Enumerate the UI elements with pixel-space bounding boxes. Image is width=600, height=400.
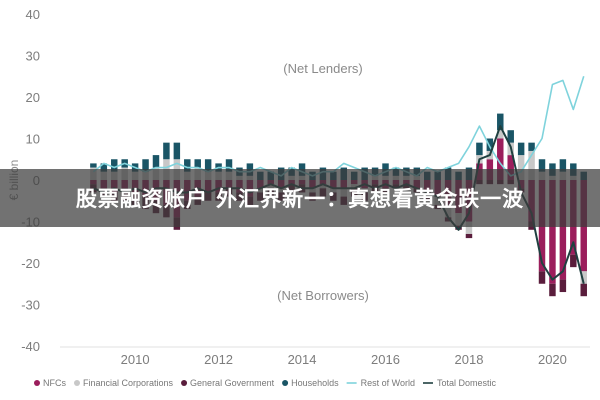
legend-swatch	[34, 380, 40, 386]
x-tick-label: 2020	[538, 352, 567, 367]
bar-households	[517, 142, 525, 156]
legend-label: Financial Corporations	[83, 378, 174, 388]
legend-label: Households	[291, 378, 339, 388]
legend-swatch	[181, 380, 188, 386]
bar-financial-corporations	[465, 221, 473, 234]
bar-financial-corporations	[580, 271, 587, 284]
legend-swatch	[282, 380, 289, 386]
headline-banner: 股票融资账户 外汇界新一：真想看黄金跌一波	[0, 169, 600, 227]
bar-general-government	[580, 283, 587, 297]
legend-label: Total Domestic	[437, 378, 497, 388]
bar-general-government	[559, 279, 567, 293]
x-tick-label: 2014	[288, 352, 317, 367]
x-tick-label: 2010	[121, 352, 150, 367]
bar-households	[486, 138, 494, 151]
legend-label: NFCs	[43, 378, 66, 388]
x-tick-label: 2016	[371, 352, 400, 367]
bar-households	[204, 159, 212, 172]
bar-households	[194, 159, 201, 168]
legend-swatch	[74, 380, 80, 386]
bar-households	[152, 155, 160, 168]
bar-general-government	[538, 271, 546, 284]
bar-general-government	[465, 233, 473, 239]
bar-nfcs	[559, 180, 567, 280]
bar-households	[225, 159, 233, 172]
y-tick-label: 10	[26, 132, 40, 147]
bar-general-government	[570, 254, 577, 268]
bar-households	[184, 159, 191, 172]
bar-nfcs	[507, 155, 514, 180]
x-tick-label: 2018	[455, 352, 484, 367]
bar-households	[90, 163, 97, 168]
bar-households	[559, 159, 567, 172]
legend: NFCs Financial Corporations General Govern…	[34, 378, 497, 388]
y-tick-label: -30	[21, 298, 40, 313]
y-tick-label: 20	[26, 90, 40, 105]
bar-households	[142, 159, 149, 172]
bar-households	[538, 159, 546, 172]
bar-financial-corporations	[497, 130, 504, 139]
legend-label: Rest of World	[361, 378, 415, 388]
x-tick-label: 2012	[204, 352, 233, 367]
bar-nfcs	[497, 138, 504, 180]
axis-layer: 403020100-10-20-30-402010201220142016201…	[21, 7, 590, 367]
bar-households	[476, 142, 483, 156]
headline-text: 股票融资账户 外汇界新一：真想看黄金跌一波	[75, 187, 525, 211]
bar-households	[163, 142, 170, 160]
bar-financial-corporations	[528, 150, 535, 180]
bar-households	[111, 159, 118, 172]
bar-households	[173, 142, 181, 160]
y-tick-label: -20	[21, 256, 40, 271]
y-tick-label: -40	[21, 339, 40, 354]
annotation-net-borrowers: (Net Borrowers)	[277, 288, 369, 303]
bar-general-government	[455, 225, 462, 230]
line-rest-of-world	[92, 76, 585, 177]
bar-households	[100, 163, 108, 172]
legend-label: General Government	[190, 378, 275, 388]
bar-financial-corporations	[517, 155, 525, 180]
y-tick-label: 40	[26, 7, 40, 22]
bar-nfcs	[549, 180, 556, 284]
y-tick-label: 30	[26, 49, 40, 64]
bar-households	[507, 130, 514, 143]
annotation-net-lenders: (Net Lenders)	[283, 61, 362, 76]
bar-households	[528, 142, 535, 151]
bar-households	[497, 113, 504, 131]
bar-general-government	[549, 283, 556, 297]
